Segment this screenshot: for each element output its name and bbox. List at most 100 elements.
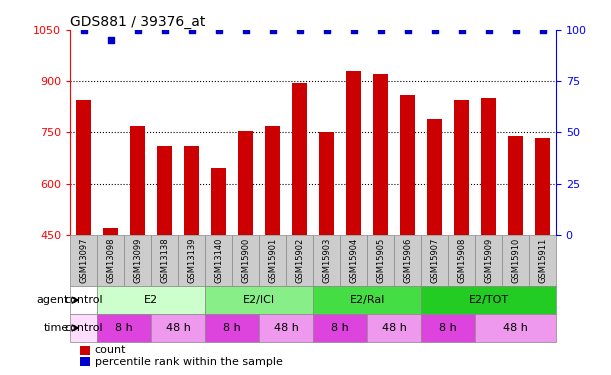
Bar <box>238 131 253 235</box>
FancyBboxPatch shape <box>394 235 421 286</box>
Text: GSM15905: GSM15905 <box>376 238 385 283</box>
FancyBboxPatch shape <box>232 235 259 286</box>
Text: 8 h: 8 h <box>115 323 133 333</box>
Text: GSM13097: GSM13097 <box>79 238 88 284</box>
Text: GSM15903: GSM15903 <box>322 238 331 283</box>
Text: GSM13099: GSM13099 <box>133 238 142 283</box>
FancyBboxPatch shape <box>421 235 448 286</box>
Point <box>268 27 277 33</box>
Text: GSM15904: GSM15904 <box>349 238 358 283</box>
Point <box>456 27 466 33</box>
FancyBboxPatch shape <box>421 314 475 342</box>
Point <box>241 27 251 33</box>
FancyBboxPatch shape <box>124 235 152 286</box>
Text: GSM13138: GSM13138 <box>160 238 169 284</box>
FancyBboxPatch shape <box>70 286 97 314</box>
FancyBboxPatch shape <box>97 235 124 286</box>
FancyBboxPatch shape <box>152 235 178 286</box>
FancyBboxPatch shape <box>529 235 556 286</box>
FancyBboxPatch shape <box>448 235 475 286</box>
Point <box>214 27 224 33</box>
FancyBboxPatch shape <box>97 286 205 314</box>
Text: 48 h: 48 h <box>503 323 528 333</box>
Bar <box>535 138 550 235</box>
Bar <box>508 136 523 235</box>
Text: GSM15910: GSM15910 <box>511 238 520 283</box>
Bar <box>319 132 334 235</box>
FancyBboxPatch shape <box>70 235 97 286</box>
Point <box>403 27 412 33</box>
Bar <box>103 228 118 235</box>
FancyBboxPatch shape <box>205 235 232 286</box>
FancyBboxPatch shape <box>313 286 421 314</box>
Text: GSM15911: GSM15911 <box>538 238 547 283</box>
Bar <box>427 119 442 235</box>
Text: GSM15901: GSM15901 <box>268 238 277 283</box>
Bar <box>292 83 307 235</box>
Bar <box>373 74 388 235</box>
FancyBboxPatch shape <box>152 314 205 342</box>
Point <box>430 27 439 33</box>
FancyBboxPatch shape <box>502 235 529 286</box>
Text: 48 h: 48 h <box>382 323 406 333</box>
FancyBboxPatch shape <box>367 314 421 342</box>
FancyBboxPatch shape <box>421 286 556 314</box>
Text: E2/Ral: E2/Ral <box>349 295 385 305</box>
Text: GSM15902: GSM15902 <box>295 238 304 283</box>
Bar <box>185 146 199 235</box>
FancyBboxPatch shape <box>178 235 205 286</box>
Text: 48 h: 48 h <box>274 323 299 333</box>
Bar <box>265 126 280 235</box>
Bar <box>454 100 469 235</box>
Text: 8 h: 8 h <box>223 323 241 333</box>
Bar <box>80 346 90 355</box>
FancyBboxPatch shape <box>259 314 313 342</box>
Point <box>349 27 359 33</box>
Bar <box>211 168 226 235</box>
Point <box>484 27 494 33</box>
Point <box>133 27 142 33</box>
Text: GSM15906: GSM15906 <box>403 238 412 283</box>
Text: GSM15900: GSM15900 <box>241 238 250 283</box>
Bar <box>76 100 91 235</box>
FancyBboxPatch shape <box>340 235 367 286</box>
Text: agent: agent <box>37 295 69 305</box>
FancyBboxPatch shape <box>367 235 394 286</box>
Text: GSM13098: GSM13098 <box>106 238 115 284</box>
Point <box>160 27 170 33</box>
Text: GSM15907: GSM15907 <box>430 238 439 283</box>
Text: percentile rank within the sample: percentile rank within the sample <box>95 357 282 367</box>
FancyBboxPatch shape <box>286 235 313 286</box>
FancyBboxPatch shape <box>97 314 152 342</box>
Text: control: control <box>64 323 103 333</box>
Bar <box>346 71 361 235</box>
Point <box>322 27 332 33</box>
Point <box>79 27 89 33</box>
FancyBboxPatch shape <box>475 314 556 342</box>
FancyBboxPatch shape <box>205 314 259 342</box>
Text: GDS881 / 39376_at: GDS881 / 39376_at <box>70 15 206 29</box>
FancyBboxPatch shape <box>259 235 286 286</box>
Text: E2/ICI: E2/ICI <box>243 295 275 305</box>
Text: 8 h: 8 h <box>331 323 349 333</box>
FancyBboxPatch shape <box>205 286 313 314</box>
Text: 8 h: 8 h <box>439 323 457 333</box>
Point <box>187 27 197 33</box>
Text: time: time <box>43 323 69 333</box>
FancyBboxPatch shape <box>313 314 367 342</box>
Text: E2: E2 <box>144 295 158 305</box>
Point <box>376 27 386 33</box>
Text: GSM13139: GSM13139 <box>187 238 196 284</box>
FancyBboxPatch shape <box>475 235 502 286</box>
Bar <box>157 146 172 235</box>
Text: count: count <box>95 345 126 355</box>
Point <box>511 27 521 33</box>
Text: GSM13140: GSM13140 <box>214 238 223 283</box>
FancyBboxPatch shape <box>70 314 97 342</box>
Text: GSM15909: GSM15909 <box>484 238 493 283</box>
Text: GSM15908: GSM15908 <box>457 238 466 283</box>
Text: 48 h: 48 h <box>166 323 191 333</box>
Point <box>538 27 547 33</box>
Text: E2/TOT: E2/TOT <box>469 295 508 305</box>
Bar <box>400 95 415 235</box>
